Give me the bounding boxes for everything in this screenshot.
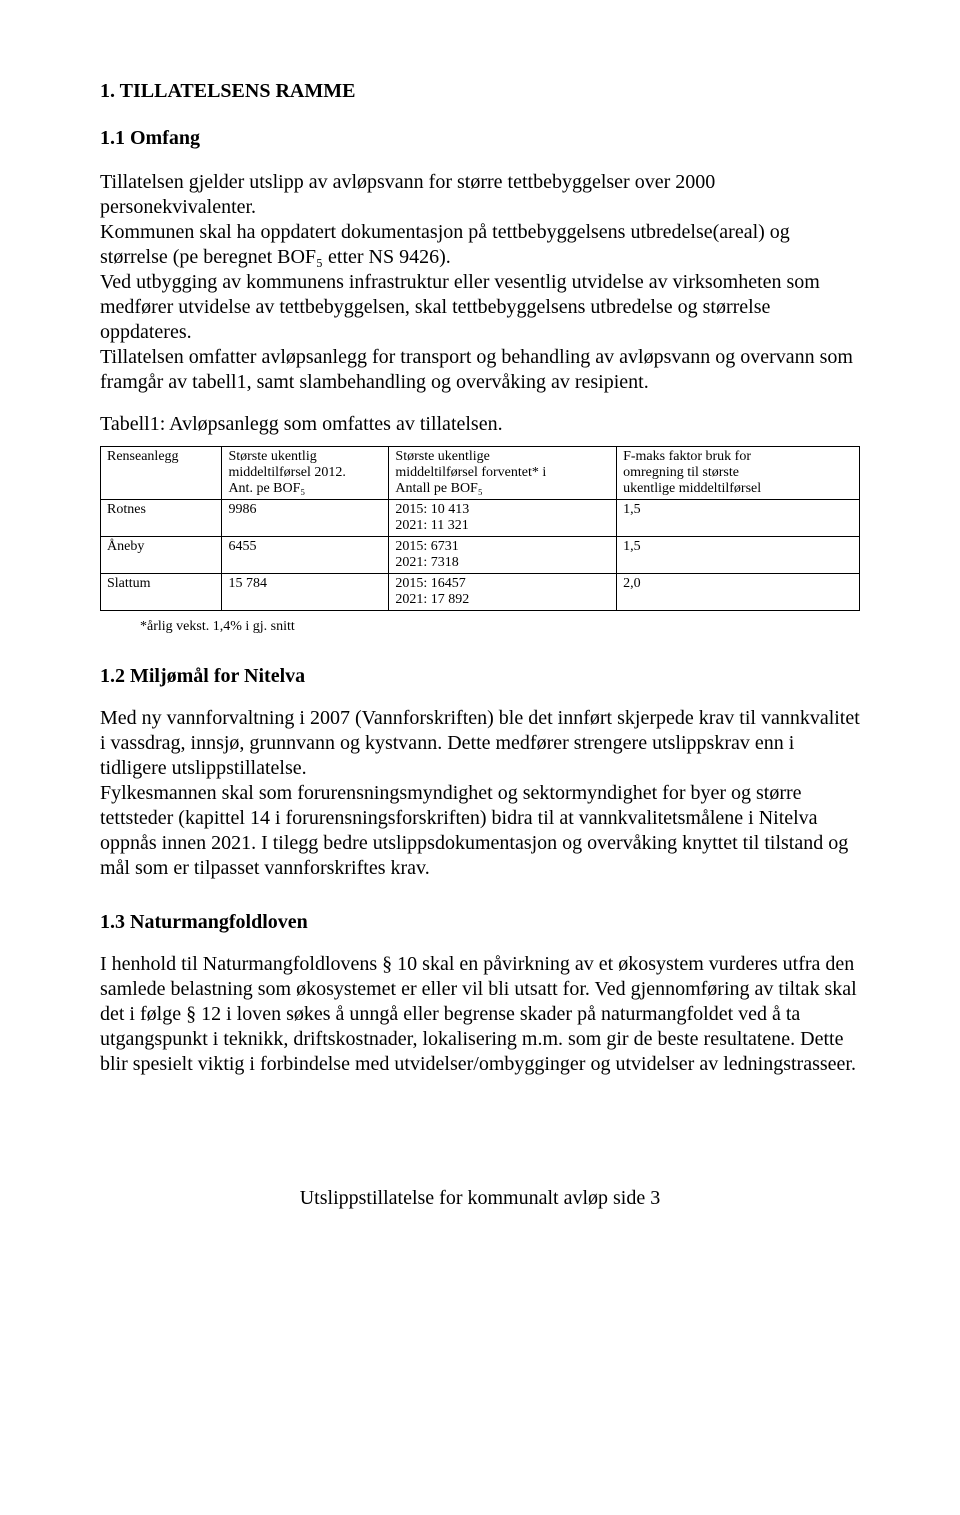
paragraph: Tillatelsen gjelder utslipp av avløpsvan… <box>100 170 860 395</box>
table-cell: Rotnes <box>101 500 222 537</box>
paragraph-text: Ved utbygging av kommunens infrastruktur… <box>100 271 820 343</box>
table-cell: 2015: 16457 2021: 17 892 <box>389 574 617 611</box>
table-cell: 2,0 <box>617 574 860 611</box>
table-cell: 2015: 6731 2021: 7318 <box>389 537 617 574</box>
paragraph-text: Kommunen skal ha oppdatert dokumentasjon… <box>100 221 790 268</box>
document-page: 1. TILLATELSENS RAMME 1.1 Omfang Tillate… <box>0 0 960 1250</box>
table-row: Rotnes 9986 2015: 10 413 2021: 11 321 1,… <box>101 500 860 537</box>
paragraph-text: Med ny vannforvaltning i 2007 (Vannforsk… <box>100 707 860 779</box>
heading-section-1: 1. TILLATELSENS RAMME <box>100 80 860 103</box>
page-footer: Utslippstillatelse for kommunalt avløp s… <box>100 1187 860 1210</box>
paragraph: Med ny vannforvaltning i 2007 (Vannforsk… <box>100 706 860 881</box>
table-header-cell: Største ukentlig middeltilførsel 2012. A… <box>222 447 389 500</box>
table-cell: 2015: 10 413 2021: 11 321 <box>389 500 617 537</box>
table-footnote: *årlig vekst. 1,4% i gj. snitt <box>140 619 860 635</box>
heading-1-2: 1.2 Miljømål for Nitelva <box>100 665 860 688</box>
paragraph-text: Fylkesmannen skal som forurensningsmyndi… <box>100 782 848 879</box>
table-header-cell: F-maks faktor bruk for omregning til stø… <box>617 447 860 500</box>
table-header-cell: Største ukentlige middeltilførsel forven… <box>389 447 617 500</box>
table-cell: 1,5 <box>617 537 860 574</box>
paragraph-text: Tillatelsen omfatter avløpsanlegg for tr… <box>100 346 853 393</box>
table-row: Åneby 6455 2015: 6731 2021: 7318 1,5 <box>101 537 860 574</box>
paragraph: I henhold til Naturmangfoldlovens § 10 s… <box>100 952 860 1077</box>
table-cell: 15 784 <box>222 574 389 611</box>
table-row: Slattum 15 784 2015: 16457 2021: 17 892 … <box>101 574 860 611</box>
table-header-cell: Renseanlegg <box>101 447 222 500</box>
table-cell: Slattum <box>101 574 222 611</box>
table-caption: Tabell1: Avløpsanlegg som omfattes av ti… <box>100 413 860 436</box>
paragraph-text: Tillatelsen gjelder utslipp av avløpsvan… <box>100 171 715 218</box>
table-renseanlegg: Renseanlegg Største ukentlig middeltilfø… <box>100 446 860 611</box>
table-cell: 9986 <box>222 500 389 537</box>
heading-1-3: 1.3 Naturmangfoldloven <box>100 911 860 934</box>
table-cell: 6455 <box>222 537 389 574</box>
table-cell: Åneby <box>101 537 222 574</box>
table-header-row: Renseanlegg Største ukentlig middeltilfø… <box>101 447 860 500</box>
heading-1-1: 1.1 Omfang <box>100 127 860 150</box>
table-cell: 1,5 <box>617 500 860 537</box>
